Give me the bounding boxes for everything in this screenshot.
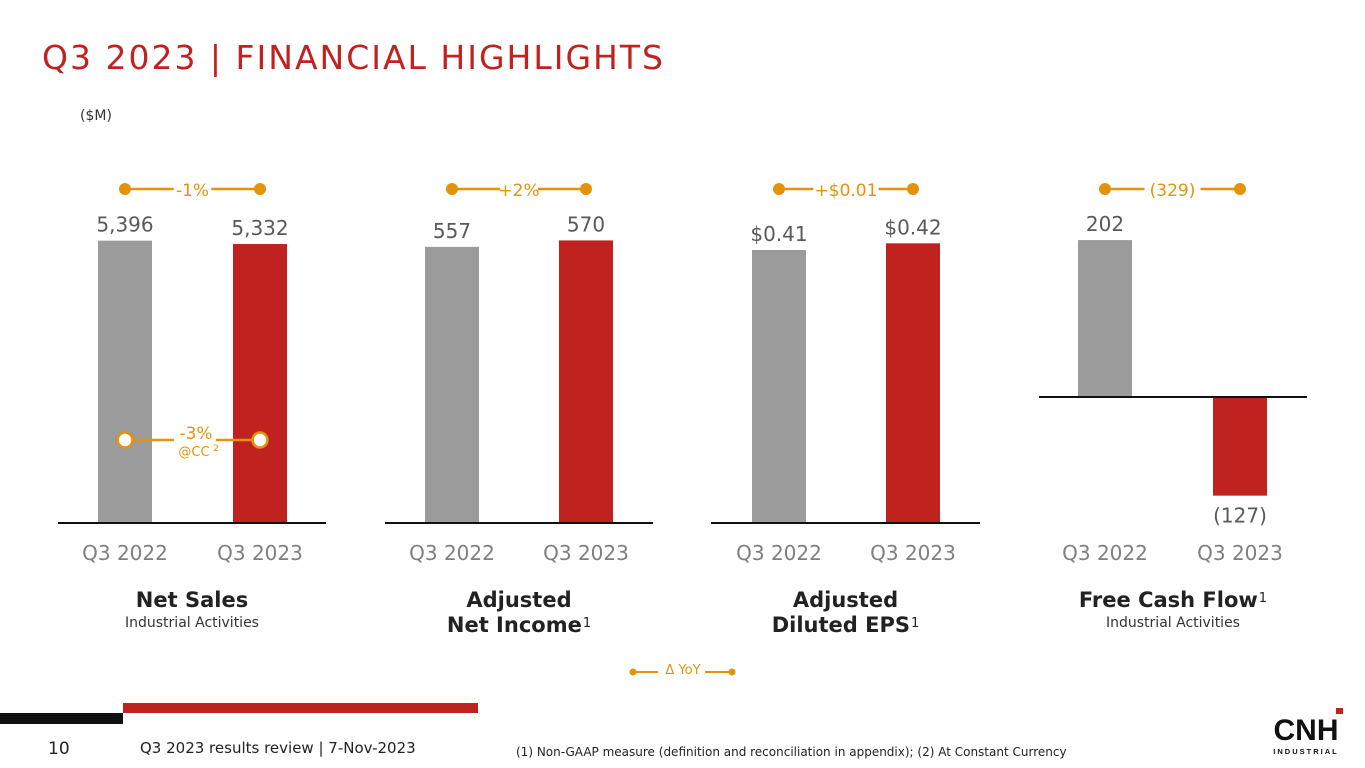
data-label: 557 xyxy=(433,219,471,243)
chart-title: Adjusted Diluted EPS1 xyxy=(711,588,980,638)
cc-note-sup: 2 xyxy=(213,444,219,454)
footnote-mark: 1 xyxy=(582,616,592,631)
units-label: ($M) xyxy=(80,108,112,124)
delta-dot xyxy=(773,183,785,195)
legend-marker xyxy=(629,668,736,676)
cc-dot xyxy=(251,431,269,449)
chart-subtitle: Industrial Activities xyxy=(1106,615,1240,631)
footnote-mark: 1 xyxy=(910,616,920,631)
delta-dot xyxy=(119,183,131,195)
x-tick-label: Q3 2022 xyxy=(1062,541,1148,565)
logo-main-text: CNH xyxy=(1274,714,1339,747)
chart-title-text: Free Cash Flow xyxy=(1078,588,1258,612)
bar-q3-2023 xyxy=(233,244,287,523)
x-tick-label: Q3 2023 xyxy=(217,541,303,565)
chart-title-line: Net Sales xyxy=(58,588,326,613)
chart-title-line: Net Income1 xyxy=(385,613,653,638)
chart-title: Net Sales Industrial Activities xyxy=(58,588,326,633)
cnh-logo: CNH INDUSTRIAL xyxy=(1273,708,1343,756)
chart-title-text: Adjusted xyxy=(466,588,572,612)
x-tick-label: Q3 2022 xyxy=(82,541,168,565)
chart-title: Free Cash Flow1 Industrial Activities xyxy=(1039,588,1307,633)
bar-q3-2022 xyxy=(752,249,806,523)
chart-title-line: Adjusted xyxy=(385,588,653,613)
x-tick-label: Q3 2023 xyxy=(1197,541,1283,565)
x-tick-label: Q3 2022 xyxy=(409,541,495,565)
page-number: 10 xyxy=(48,739,70,759)
chart-title: Adjusted Net Income1 xyxy=(385,588,653,638)
logo-sub-text: INDUSTRIAL xyxy=(1273,747,1338,756)
x-tick-label: Q3 2023 xyxy=(870,541,956,565)
delta-label: -1% xyxy=(176,181,209,201)
chart-title-text: Diluted EPS xyxy=(771,613,910,637)
bar-q3-2022 xyxy=(425,246,479,523)
footnote: (1) Non-GAAP measure (definition and rec… xyxy=(516,745,1067,759)
data-label: $0.42 xyxy=(884,215,941,239)
footer-text: Q3 2023 results review | 7-Nov-2023 xyxy=(140,739,416,757)
delta-dot xyxy=(907,183,919,195)
chart-title-line: Adjusted xyxy=(711,588,980,613)
chart-title-text: Net Income xyxy=(446,613,582,637)
delta-dot xyxy=(1234,183,1246,195)
data-label: 570 xyxy=(567,212,605,236)
delta-label: +2% xyxy=(498,181,539,201)
chart-title-text: Net Sales xyxy=(135,588,249,612)
bar-q3-2023 xyxy=(559,240,613,523)
footer-bar-black xyxy=(0,713,123,724)
delta-dot xyxy=(580,183,592,195)
data-label: 202 xyxy=(1086,212,1124,236)
page-title: Q3 2023 | FINANCIAL HIGHLIGHTS xyxy=(42,38,665,77)
legend-label: Δ YoY xyxy=(665,663,701,678)
legend: Δ YoY xyxy=(628,662,738,682)
cc-dot xyxy=(116,431,134,449)
x-tick-label: Q3 2022 xyxy=(736,541,822,565)
footnote-mark: 1 xyxy=(1258,591,1268,606)
data-label: (127) xyxy=(1213,504,1267,528)
delta-dot xyxy=(446,183,458,195)
bar-q3-2023 xyxy=(886,243,940,523)
x-tick-label: Q3 2023 xyxy=(543,541,629,565)
delta-dot xyxy=(1099,183,1111,195)
data-label: 5,332 xyxy=(231,216,288,240)
chart-title-text: Adjusted xyxy=(792,588,899,612)
bar-q3-2022 xyxy=(98,240,152,523)
cc-delta-label: -3% xyxy=(179,424,212,444)
data-label: 5,396 xyxy=(96,213,153,237)
chart-subtitle: Industrial Activities xyxy=(125,615,259,631)
footer-bar-red xyxy=(123,703,478,713)
bar-q3-2023 xyxy=(1213,397,1267,496)
data-label: $0.41 xyxy=(750,222,807,246)
cc-note: @CC xyxy=(178,445,209,460)
chart-title-line: Free Cash Flow1 xyxy=(1039,588,1307,613)
delta-label: (329) xyxy=(1150,181,1196,201)
delta-dot xyxy=(254,183,266,195)
bar-q3-2022 xyxy=(1078,240,1132,397)
chart-title-line: Diluted EPS1 xyxy=(711,613,980,638)
delta-label: +$0.01 xyxy=(815,181,878,201)
